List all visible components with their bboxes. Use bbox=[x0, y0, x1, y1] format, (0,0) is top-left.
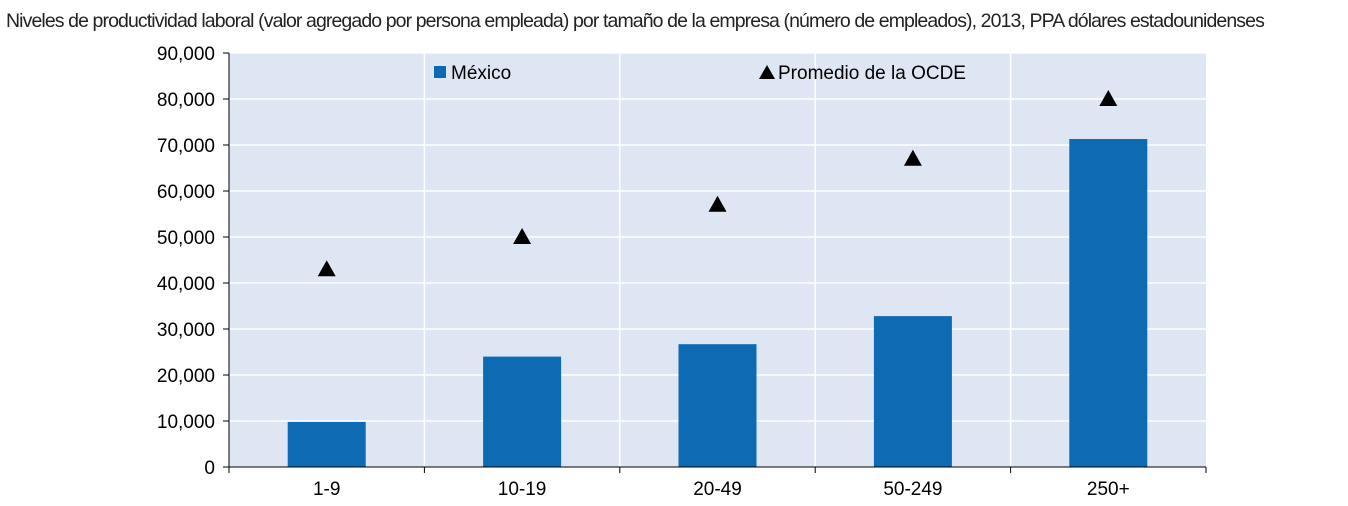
y-tick-label: 80,000 bbox=[157, 90, 215, 111]
y-tick-label: 90,000 bbox=[157, 44, 215, 65]
legend-mexico-label: México bbox=[451, 63, 511, 84]
bar-mexico-10-19 bbox=[483, 356, 562, 467]
marker-oecd-10-19 bbox=[513, 228, 532, 244]
x-tick-label: 20-49 bbox=[693, 479, 742, 500]
legend-oecd-swatch bbox=[759, 65, 775, 79]
y-tick-label: 70,000 bbox=[157, 136, 215, 157]
y-tick-label: 60,000 bbox=[157, 182, 215, 203]
y-tick-label: 30,000 bbox=[157, 320, 215, 341]
bar-mexico-1-9 bbox=[287, 421, 366, 467]
legend: México Promedio de la OCDE bbox=[434, 63, 966, 84]
y-axis-tick-labels: 0 10,000 20,000 30,000 40,000 50,000 60,000 70,… bbox=[157, 44, 215, 479]
y-tick-label: 40,000 bbox=[157, 274, 215, 295]
bars bbox=[287, 139, 1148, 467]
bar-mexico-250+ bbox=[1069, 139, 1148, 467]
x-tick-label: 50-249 bbox=[883, 479, 942, 500]
legend-mexico-swatch bbox=[434, 66, 446, 78]
y-tick-label: 50,000 bbox=[157, 228, 215, 249]
chart-title: Niveles de productividad laboral (valor … bbox=[6, 10, 1265, 32]
y-tick-label: 20,000 bbox=[157, 366, 215, 387]
x-tick-label: 10-19 bbox=[498, 479, 547, 500]
y-tick-label: 10,000 bbox=[157, 412, 215, 433]
marker-oecd-50-249 bbox=[903, 149, 922, 166]
marker-oecd-1-9 bbox=[317, 260, 336, 277]
y-tick-label: 0 bbox=[204, 458, 215, 479]
x-tick-label: 1-9 bbox=[313, 479, 340, 500]
markers bbox=[317, 90, 1118, 277]
axes bbox=[223, 52, 1207, 473]
bar-mexico-50-249 bbox=[873, 316, 952, 467]
marker-oecd-250+ bbox=[1099, 90, 1118, 106]
marker-oecd-20-49 bbox=[708, 195, 727, 212]
legend-oecd-label: Promedio de la OCDE bbox=[778, 63, 966, 84]
x-tick-label: 250+ bbox=[1087, 479, 1130, 500]
x-axis-tick-labels: 1-9 10-19 20-49 50-249 250+ bbox=[313, 479, 1130, 500]
bar-mexico-20-49 bbox=[678, 344, 757, 467]
